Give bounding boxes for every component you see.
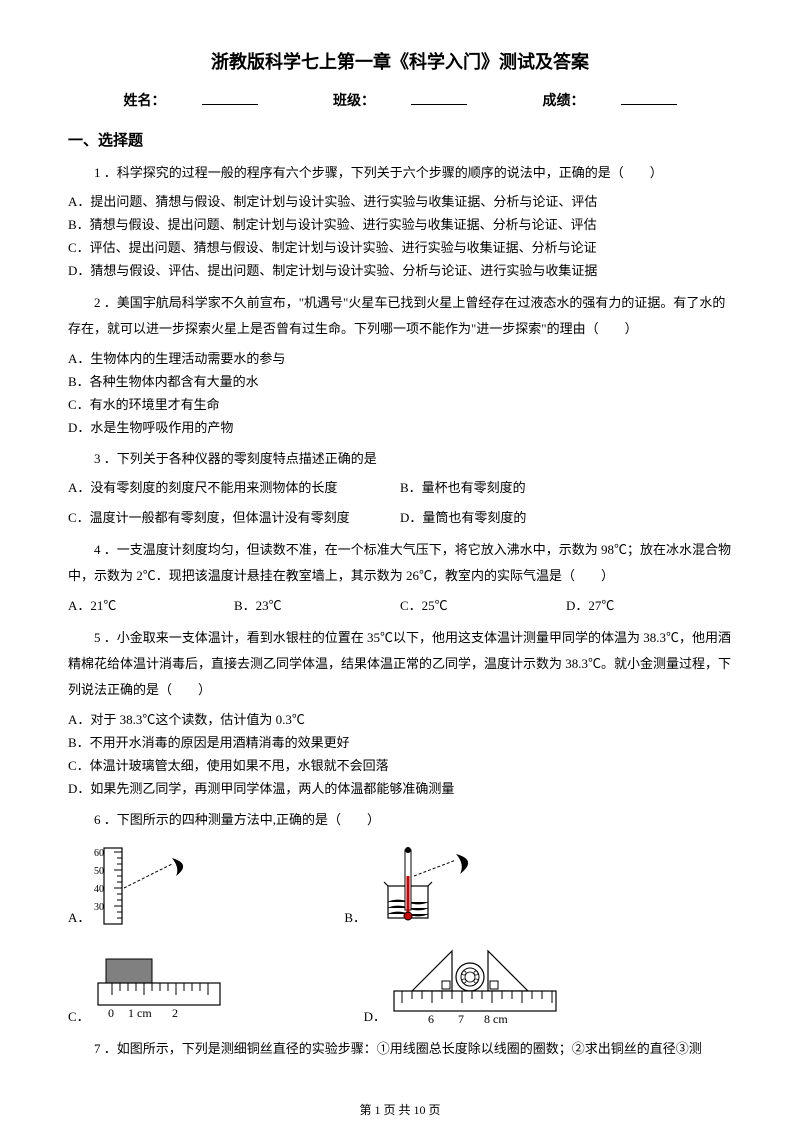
q3-option-c: C．温度计一般都有零刻度，但体温计没有零刻度 — [68, 507, 400, 529]
q4-option-d: D．27℃ — [566, 595, 732, 617]
ruler-block-icon: 0 1 cm 2 — [94, 955, 224, 1032]
tick-0: 0 — [108, 1006, 114, 1020]
q4-stem: 4 ．一支温度计刻度均匀，但读数不准，在一个标准大气压下，将它放入沸水中，示数为… — [68, 537, 732, 589]
class-blank[interactable] — [411, 91, 467, 105]
q7-stem: 7 ．如图所示，下列是测细铜丝直径的实验步骤：①用线圈总长度除以线圈的圈数；②求… — [68, 1037, 732, 1060]
q6-stem: 6 ．下图所示的四种测量方法中,正确的是（ ） — [68, 808, 732, 831]
tick-30: 30 — [94, 902, 104, 913]
page-footer: 第 1 页 共 10 页 — [0, 1101, 800, 1120]
q5-option-a: A．对于 38.3℃这个读数，估计值为 0.3℃ — [68, 709, 732, 731]
q2-option-a: A．生物体内的生理活动需要水的参与 — [68, 348, 732, 370]
q1-stem: 1 ．科学探究的过程一般的程序有六个步骤，下列关于六个步骤的顺序的说法中，正确的… — [68, 161, 732, 184]
q6-figure-c: C． 0 1 cm 2 — [68, 955, 224, 1032]
score-label: 成绩： — [525, 94, 695, 109]
name-label: 姓名： — [106, 94, 276, 109]
q3-options-row2: C．温度计一般都有零刻度，但体温计没有零刻度 D．量筒也有零刻度的 — [68, 507, 732, 529]
q1-option-d: D．猜想与假设、评估、提出问题、制定计划与设计实验、分析与论证、进行实验与收集证… — [68, 260, 732, 282]
q6-label-d: D． — [364, 1007, 386, 1032]
q6-label-b: B． — [344, 908, 366, 933]
q6-figure-d: D． — [364, 947, 560, 1032]
page-title: 浙教版科学七上第一章《科学入门》测试及答案 — [68, 48, 732, 77]
name-blank[interactable] — [202, 91, 258, 105]
tick-60: 60 — [94, 848, 104, 859]
section-1-title: 一、选择题 — [68, 129, 732, 153]
q1-option-a: A．提出问题、猜想与假设、制定计划与设计实验、进行实验与收集证据、分析与论证、评… — [68, 191, 732, 213]
q1-option-c: C．评估、提出问题、猜想与假设、制定计划与设计实验、进行实验与收集证据、分析与论… — [68, 237, 732, 259]
tick-7: 7 — [458, 1012, 464, 1025]
q5-option-d: D．如果先测乙同学，再测甲同学体温，两人的体温都能够准确测量 — [68, 778, 732, 800]
q4-option-a: A．21℃ — [68, 595, 234, 617]
q4-option-b: B．23℃ — [234, 595, 400, 617]
q5-option-b: B．不用开水消毒的原因是用酒精消毒的效果更好 — [68, 732, 732, 754]
tick-1cm: 1 cm — [128, 1006, 152, 1020]
q1-options: A．提出问题、猜想与假设、制定计划与设计实验、进行实验与收集证据、分析与论证、评… — [68, 191, 732, 282]
q6-label-a: A． — [68, 908, 90, 933]
q6-figures-row2: C． 0 1 cm 2 D． — [68, 939, 732, 1032]
tick-50: 50 — [94, 866, 104, 877]
beaker-thermometer-icon — [370, 846, 490, 933]
q3-option-d: D．量筒也有零刻度的 — [400, 507, 732, 529]
ruler-cylinder-triangles-icon: 6 7 8 cm — [390, 947, 560, 1032]
q1-option-b: B．猜想与假设、提出问题、制定计划与设计实验、进行实验与收集证据、分析与论证、评… — [68, 214, 732, 236]
q2-option-b: B．各种生物体内都含有大量的水 — [68, 371, 732, 393]
q3-options-row1: A．没有零刻度的刻度尺不能用来测物体的长度 B．量杯也有零刻度的 — [68, 477, 732, 499]
q2-option-c: C．有水的环境里才有生命 — [68, 394, 732, 416]
q3-option-a: A．没有零刻度的刻度尺不能用来测物体的长度 — [68, 477, 400, 499]
q6-figure-a: A． 60 50 40 30 — [68, 846, 204, 933]
q3-stem: 3 ．下列关于各种仪器的零刻度特点描述正确的是 — [68, 447, 732, 470]
tick-40: 40 — [94, 884, 104, 895]
q5-stem: 5 ．小金取来一支体温计，看到水银柱的位置在 35℃以下，他用这支体温计测量甲同… — [68, 625, 732, 703]
q4-option-c: C．25℃ — [400, 595, 566, 617]
q6-figures-row1: A． 60 50 40 30 B． — [68, 838, 732, 933]
tick-6: 6 — [428, 1012, 434, 1025]
class-label: 班级： — [315, 94, 485, 109]
tick-2: 2 — [172, 1006, 178, 1020]
q5-options: A．对于 38.3℃这个读数，估计值为 0.3℃ B．不用开水消毒的原因是用酒精… — [68, 709, 732, 800]
q6-label-c: C． — [68, 1007, 90, 1032]
q5-option-c: C．体温计玻璃管太细，使用如果不甩，水银就不会回落 — [68, 755, 732, 777]
q6-figure-b: B． — [344, 846, 490, 933]
q2-option-d: D．水是生物呼吸作用的产物 — [68, 417, 732, 439]
score-blank[interactable] — [621, 91, 677, 105]
q4-options: A．21℃ B．23℃ C．25℃ D．27℃ — [68, 595, 732, 617]
q2-options: A．生物体内的生理活动需要水的参与 B．各种生物体内都含有大量的水 C．有水的环… — [68, 348, 732, 439]
q3-option-b: B．量杯也有零刻度的 — [400, 477, 732, 499]
ruler-vertical-icon: 60 50 40 30 — [94, 846, 204, 933]
tick-8cm: 8 cm — [484, 1012, 508, 1025]
student-info-row: 姓名： 班级： 成绩： — [68, 91, 732, 113]
q2-stem: 2 ．美国宇航局科学家不久前宣布，"机遇号"火星车已找到火星上曾经存在过液态水的… — [68, 290, 732, 342]
